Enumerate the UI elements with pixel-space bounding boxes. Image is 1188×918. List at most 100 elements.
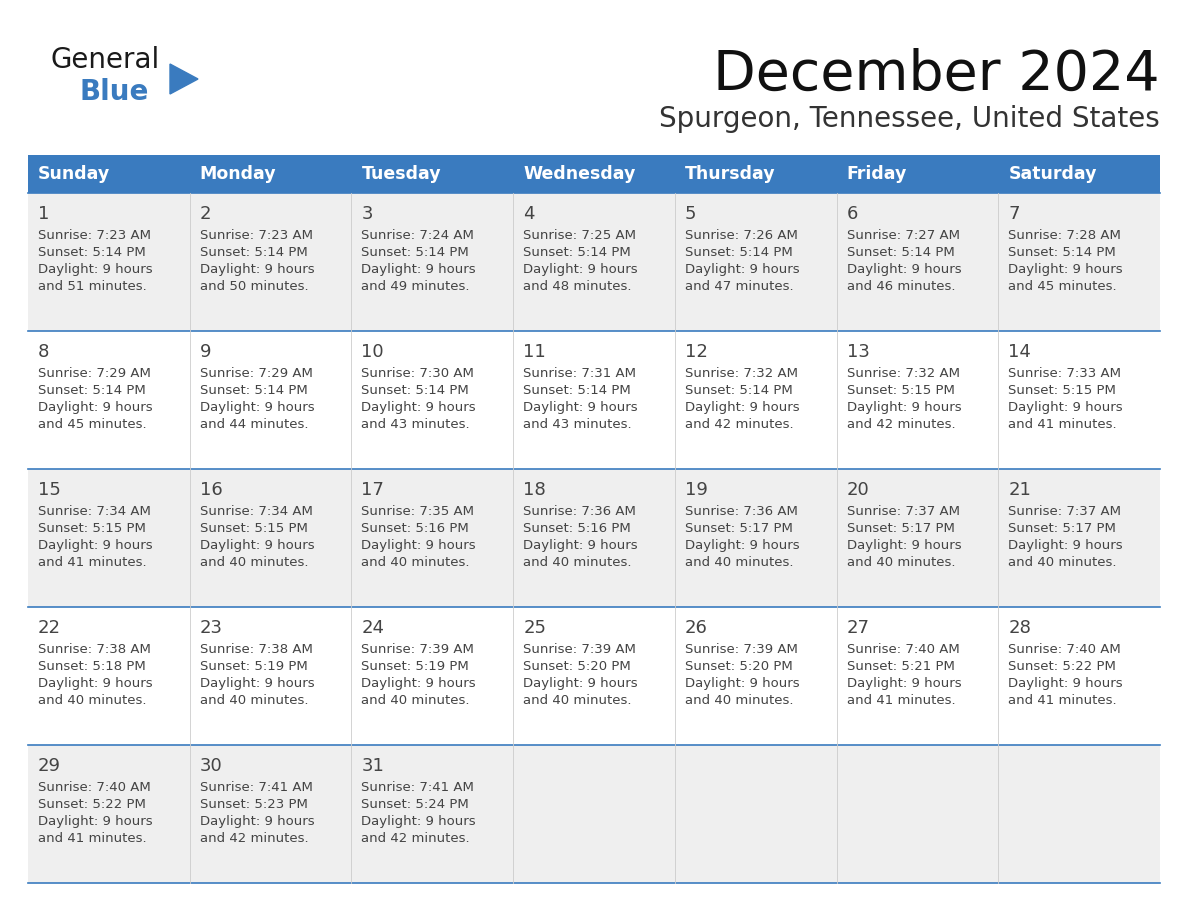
Text: 4: 4 [523, 205, 535, 223]
Text: Sunset: 5:15 PM: Sunset: 5:15 PM [38, 522, 146, 535]
Text: Daylight: 9 hours: Daylight: 9 hours [684, 401, 800, 414]
Bar [29, 607, 1159, 745]
Text: 17: 17 [361, 481, 384, 499]
Text: Daylight: 9 hours: Daylight: 9 hours [1009, 263, 1123, 276]
Bar [998, 155, 1159, 193]
Text: Sunset: 5:23 PM: Sunset: 5:23 PM [200, 798, 308, 811]
Text: Sunrise: 7:38 AM: Sunrise: 7:38 AM [38, 643, 151, 656]
Bar [513, 155, 675, 193]
Text: 5: 5 [684, 205, 696, 223]
Text: Blue: Blue [80, 78, 150, 106]
Text: Sunrise: 7:29 AM: Sunrise: 7:29 AM [200, 367, 312, 380]
Text: 1: 1 [38, 205, 50, 223]
Text: Sunset: 5:21 PM: Sunset: 5:21 PM [847, 660, 954, 673]
Text: and 46 minutes.: and 46 minutes. [847, 280, 955, 293]
Text: Sunset: 5:20 PM: Sunset: 5:20 PM [684, 660, 792, 673]
Text: Sunrise: 7:23 AM: Sunrise: 7:23 AM [200, 229, 312, 242]
Text: Sunrise: 7:40 AM: Sunrise: 7:40 AM [847, 643, 960, 656]
Text: 20: 20 [847, 481, 870, 499]
Text: Sunset: 5:14 PM: Sunset: 5:14 PM [38, 246, 146, 259]
Text: Sunset: 5:14 PM: Sunset: 5:14 PM [200, 384, 308, 397]
Text: Thursday: Thursday [684, 165, 776, 183]
Bar [675, 155, 836, 193]
Text: Sunrise: 7:39 AM: Sunrise: 7:39 AM [523, 643, 636, 656]
Text: 10: 10 [361, 343, 384, 361]
Text: Daylight: 9 hours: Daylight: 9 hours [200, 677, 315, 690]
Text: Daylight: 9 hours: Daylight: 9 hours [1009, 401, 1123, 414]
Text: and 41 minutes.: and 41 minutes. [847, 694, 955, 707]
Text: Friday: Friday [847, 165, 906, 183]
Text: 9: 9 [200, 343, 211, 361]
Text: 22: 22 [38, 619, 61, 637]
Text: 3: 3 [361, 205, 373, 223]
Text: Sunrise: 7:41 AM: Sunrise: 7:41 AM [361, 781, 474, 794]
Text: Sunrise: 7:36 AM: Sunrise: 7:36 AM [523, 505, 636, 518]
Text: Sunset: 5:14 PM: Sunset: 5:14 PM [684, 384, 792, 397]
Text: Sunrise: 7:34 AM: Sunrise: 7:34 AM [38, 505, 151, 518]
Text: 30: 30 [200, 757, 222, 775]
Text: 31: 31 [361, 757, 384, 775]
Text: Daylight: 9 hours: Daylight: 9 hours [200, 539, 315, 552]
Text: Sunset: 5:19 PM: Sunset: 5:19 PM [200, 660, 308, 673]
Text: Sunset: 5:17 PM: Sunset: 5:17 PM [684, 522, 792, 535]
Text: 27: 27 [847, 619, 870, 637]
Text: Sunrise: 7:39 AM: Sunrise: 7:39 AM [361, 643, 474, 656]
Text: Sunrise: 7:28 AM: Sunrise: 7:28 AM [1009, 229, 1121, 242]
Text: Saturday: Saturday [1009, 165, 1097, 183]
Text: Sunrise: 7:32 AM: Sunrise: 7:32 AM [847, 367, 960, 380]
Text: Sunset: 5:15 PM: Sunset: 5:15 PM [1009, 384, 1117, 397]
Text: Sunrise: 7:24 AM: Sunrise: 7:24 AM [361, 229, 474, 242]
Text: and 40 minutes.: and 40 minutes. [361, 556, 470, 569]
Text: and 41 minutes.: and 41 minutes. [38, 832, 146, 845]
Text: Daylight: 9 hours: Daylight: 9 hours [38, 263, 152, 276]
Text: Sunrise: 7:32 AM: Sunrise: 7:32 AM [684, 367, 798, 380]
Text: Tuesday: Tuesday [361, 165, 441, 183]
Text: Sunrise: 7:36 AM: Sunrise: 7:36 AM [684, 505, 797, 518]
Text: Daylight: 9 hours: Daylight: 9 hours [361, 677, 476, 690]
Text: Daylight: 9 hours: Daylight: 9 hours [847, 401, 961, 414]
Text: and 50 minutes.: and 50 minutes. [200, 280, 309, 293]
Text: Sunset: 5:14 PM: Sunset: 5:14 PM [361, 246, 469, 259]
Text: Sunrise: 7:39 AM: Sunrise: 7:39 AM [684, 643, 797, 656]
Text: 21: 21 [1009, 481, 1031, 499]
Text: Sunrise: 7:23 AM: Sunrise: 7:23 AM [38, 229, 151, 242]
Bar [29, 469, 1159, 607]
Text: Daylight: 9 hours: Daylight: 9 hours [523, 401, 638, 414]
Text: Sunset: 5:14 PM: Sunset: 5:14 PM [847, 246, 954, 259]
Text: and 45 minutes.: and 45 minutes. [1009, 280, 1117, 293]
Text: 14: 14 [1009, 343, 1031, 361]
Text: 13: 13 [847, 343, 870, 361]
Bar [836, 155, 998, 193]
Text: Daylight: 9 hours: Daylight: 9 hours [38, 401, 152, 414]
Text: Sunrise: 7:29 AM: Sunrise: 7:29 AM [38, 367, 151, 380]
Bar [29, 745, 1159, 883]
Text: Sunrise: 7:26 AM: Sunrise: 7:26 AM [684, 229, 797, 242]
Text: and 40 minutes.: and 40 minutes. [200, 694, 308, 707]
Text: Sunset: 5:14 PM: Sunset: 5:14 PM [523, 384, 631, 397]
Text: and 40 minutes.: and 40 minutes. [523, 694, 632, 707]
Text: 25: 25 [523, 619, 546, 637]
Text: Daylight: 9 hours: Daylight: 9 hours [361, 263, 476, 276]
Text: and 44 minutes.: and 44 minutes. [200, 418, 308, 431]
Text: 19: 19 [684, 481, 708, 499]
Text: Daylight: 9 hours: Daylight: 9 hours [361, 401, 476, 414]
Text: Sunrise: 7:38 AM: Sunrise: 7:38 AM [200, 643, 312, 656]
Bar [29, 193, 1159, 331]
Bar [29, 155, 190, 193]
Text: Sunrise: 7:35 AM: Sunrise: 7:35 AM [361, 505, 474, 518]
Text: Daylight: 9 hours: Daylight: 9 hours [1009, 677, 1123, 690]
Text: Sunset: 5:14 PM: Sunset: 5:14 PM [200, 246, 308, 259]
Text: and 49 minutes.: and 49 minutes. [361, 280, 470, 293]
Text: Daylight: 9 hours: Daylight: 9 hours [847, 677, 961, 690]
Text: Sunday: Sunday [38, 165, 110, 183]
Text: Sunset: 5:18 PM: Sunset: 5:18 PM [38, 660, 146, 673]
Text: General: General [50, 46, 159, 74]
Text: Sunrise: 7:41 AM: Sunrise: 7:41 AM [200, 781, 312, 794]
Text: Daylight: 9 hours: Daylight: 9 hours [684, 677, 800, 690]
Text: 12: 12 [684, 343, 708, 361]
Text: Sunrise: 7:37 AM: Sunrise: 7:37 AM [1009, 505, 1121, 518]
Text: Sunset: 5:20 PM: Sunset: 5:20 PM [523, 660, 631, 673]
Text: Sunset: 5:14 PM: Sunset: 5:14 PM [523, 246, 631, 259]
Text: and 40 minutes.: and 40 minutes. [38, 694, 146, 707]
Text: Sunset: 5:24 PM: Sunset: 5:24 PM [361, 798, 469, 811]
